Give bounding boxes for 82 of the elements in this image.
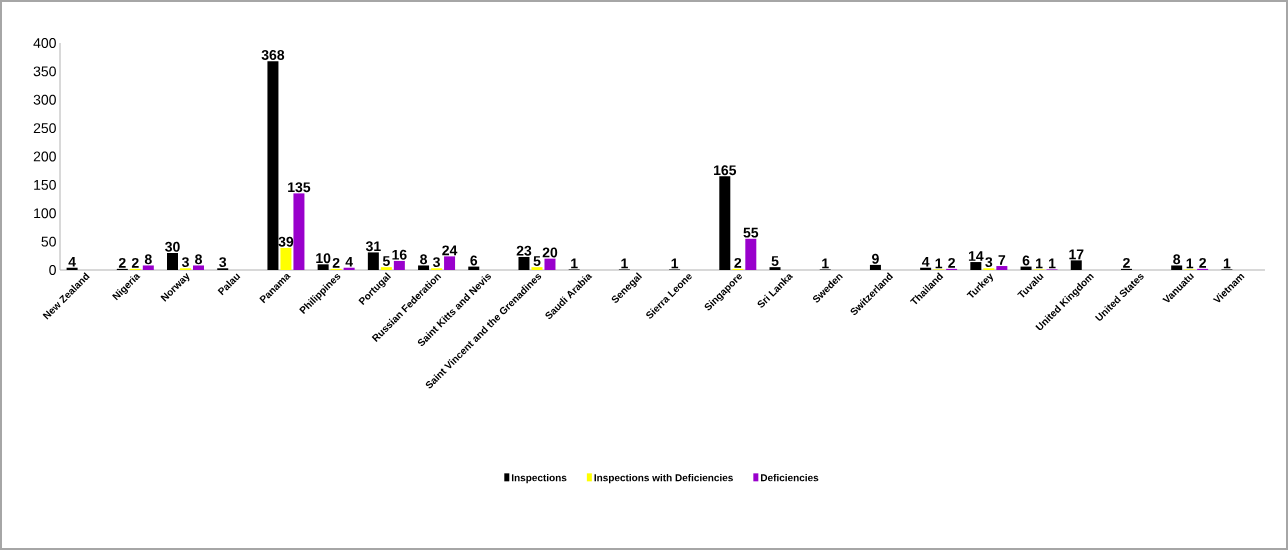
data-label: 1 — [1049, 258, 1056, 269]
y-tick-label: 400 — [33, 38, 56, 48]
data-label: 135 — [288, 182, 311, 193]
data-label: 7 — [998, 255, 1006, 265]
data-label: 1 — [621, 258, 628, 269]
bar — [531, 267, 543, 270]
y-tick-label: 100 — [34, 208, 56, 219]
bar — [193, 265, 205, 270]
bar — [996, 266, 1008, 270]
y-tick-label: 0 — [49, 265, 56, 275]
data-label: 6 — [470, 255, 478, 266]
y-tick-label: 50 — [41, 236, 56, 247]
legend-label: Inspections — [511, 473, 567, 484]
data-label: 16 — [392, 249, 407, 260]
data-label: 1 — [1186, 258, 1194, 269]
y-tick-label: 250 — [33, 123, 56, 134]
data-label: 1 — [571, 258, 578, 269]
bar — [444, 256, 456, 270]
data-label: 165 — [714, 165, 737, 176]
data-label: 2 — [1123, 257, 1130, 268]
data-label: 24 — [442, 245, 458, 256]
data-label: 4 — [921, 256, 930, 267]
data-label: 1 — [671, 258, 679, 269]
data-label: 5 — [771, 256, 779, 266]
data-label: 23 — [516, 245, 532, 256]
bar — [167, 252, 179, 270]
bar — [367, 252, 379, 270]
data-label: 5 — [533, 256, 541, 266]
bar — [544, 258, 556, 270]
bar — [745, 238, 757, 270]
data-label: 1 — [935, 258, 943, 269]
data-label: 3 — [985, 257, 993, 268]
bar — [970, 262, 982, 270]
data-label: 10 — [316, 253, 331, 264]
bar — [280, 247, 292, 270]
bar — [1070, 260, 1082, 270]
data-label: 30 — [165, 241, 180, 252]
data-label: 1 — [1036, 258, 1043, 269]
legend-label: Inspections with Deficiencies — [594, 473, 733, 484]
data-label: 4 — [68, 256, 76, 267]
bar — [1171, 265, 1183, 270]
data-label: 55 — [743, 227, 759, 238]
data-label: 3 — [181, 257, 189, 268]
data-label: 5 — [382, 256, 390, 266]
bar — [518, 256, 530, 270]
data-label: 3 — [432, 257, 440, 268]
y-tick-label: 200 — [33, 151, 56, 162]
data-label: 2 — [948, 257, 955, 268]
data-label: 31 — [365, 241, 381, 252]
data-label: 2 — [1199, 257, 1207, 268]
bar — [293, 193, 305, 270]
y-tick-label: 300 — [33, 94, 56, 105]
bar — [418, 265, 430, 270]
data-label: 4 — [345, 256, 353, 267]
data-label: 2 — [118, 257, 126, 268]
bar — [769, 267, 781, 270]
data-label: 8 — [195, 254, 202, 265]
data-label: 9 — [872, 253, 879, 264]
data-label: 14 — [968, 251, 984, 261]
data-label: 2 — [332, 257, 340, 268]
data-label: 20 — [542, 247, 558, 258]
data-label: 6 — [1022, 255, 1030, 266]
data-label: 2 — [734, 257, 742, 268]
data-label: 8 — [144, 254, 152, 265]
data-label: 17 — [1069, 249, 1084, 260]
y-tick-label: 150 — [34, 179, 56, 190]
bar — [719, 176, 731, 270]
legend-label: Deficiencies — [761, 473, 819, 482]
data-label: 2 — [131, 257, 139, 268]
bar — [267, 61, 279, 270]
data-label: 3 — [219, 257, 227, 268]
bar — [142, 265, 154, 270]
data-label: 8 — [420, 254, 428, 265]
data-label: 8 — [1173, 254, 1181, 265]
y-tick-label: 350 — [33, 66, 56, 77]
data-label: 1 — [822, 258, 829, 269]
data-label: 368 — [261, 50, 285, 60]
bar — [393, 260, 405, 270]
data-label: 1 — [1223, 258, 1231, 269]
bar — [869, 264, 881, 270]
bar — [380, 267, 392, 270]
bar — [317, 264, 329, 270]
